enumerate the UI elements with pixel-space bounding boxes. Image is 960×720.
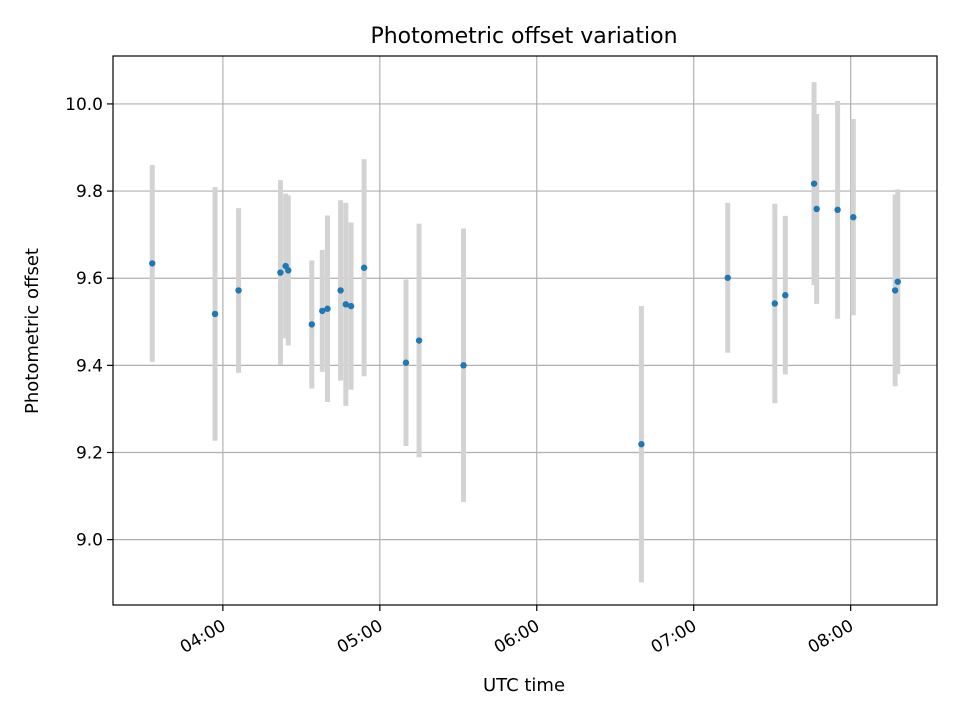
data-point	[894, 278, 901, 285]
y-tick-label: 9.2	[76, 444, 103, 464]
y-tick-label: 9.6	[76, 269, 103, 289]
error-bars	[149, 82, 901, 583]
y-axis-ticks: 9.0 9.2 9.4 9.6 9.8 10.0	[65, 95, 113, 551]
data-point	[319, 307, 326, 315]
data-point	[834, 206, 841, 214]
data-point	[782, 292, 789, 299]
data-point	[810, 180, 818, 187]
y-tick-label: 10.0	[65, 95, 103, 115]
data-point	[342, 301, 350, 308]
y-tick-label: 9.8	[76, 182, 103, 202]
data-point	[638, 441, 645, 448]
x-axis-label: UTC time	[483, 675, 565, 696]
y-tick-label: 9.0	[76, 531, 103, 551]
x-tick-label: 05:00	[334, 616, 386, 658]
data-point	[211, 310, 219, 318]
data-point	[235, 287, 242, 294]
data-point	[460, 362, 467, 369]
data-point	[771, 300, 779, 307]
x-tick-label: 07:00	[648, 616, 700, 658]
x-axis-ticks: 04:00 05:00 06:00 07:00 08:00	[177, 605, 857, 658]
data-point	[308, 321, 316, 328]
data-point	[324, 305, 331, 312]
data-point	[402, 359, 410, 366]
data-point	[850, 214, 857, 221]
data-point	[149, 260, 156, 267]
y-axis-label: Photometric offset	[22, 248, 43, 414]
data-point	[813, 205, 820, 213]
data-point	[891, 287, 899, 294]
plot-frame	[112, 55, 938, 606]
data-point	[415, 337, 423, 344]
y-tick-label: 9.4	[76, 356, 103, 376]
grid-lines	[113, 56, 937, 605]
data-point	[347, 302, 355, 310]
chart-title: Photometric offset variation	[370, 24, 677, 49]
data-point	[337, 287, 344, 294]
data-point	[360, 264, 368, 271]
data-point	[285, 267, 292, 274]
data-point	[724, 274, 731, 281]
x-tick-label: 04:00	[177, 616, 229, 658]
data-point	[277, 269, 284, 276]
data-points	[149, 180, 901, 448]
x-tick-label: 06:00	[491, 616, 543, 658]
x-tick-label: 08:00	[805, 616, 857, 658]
